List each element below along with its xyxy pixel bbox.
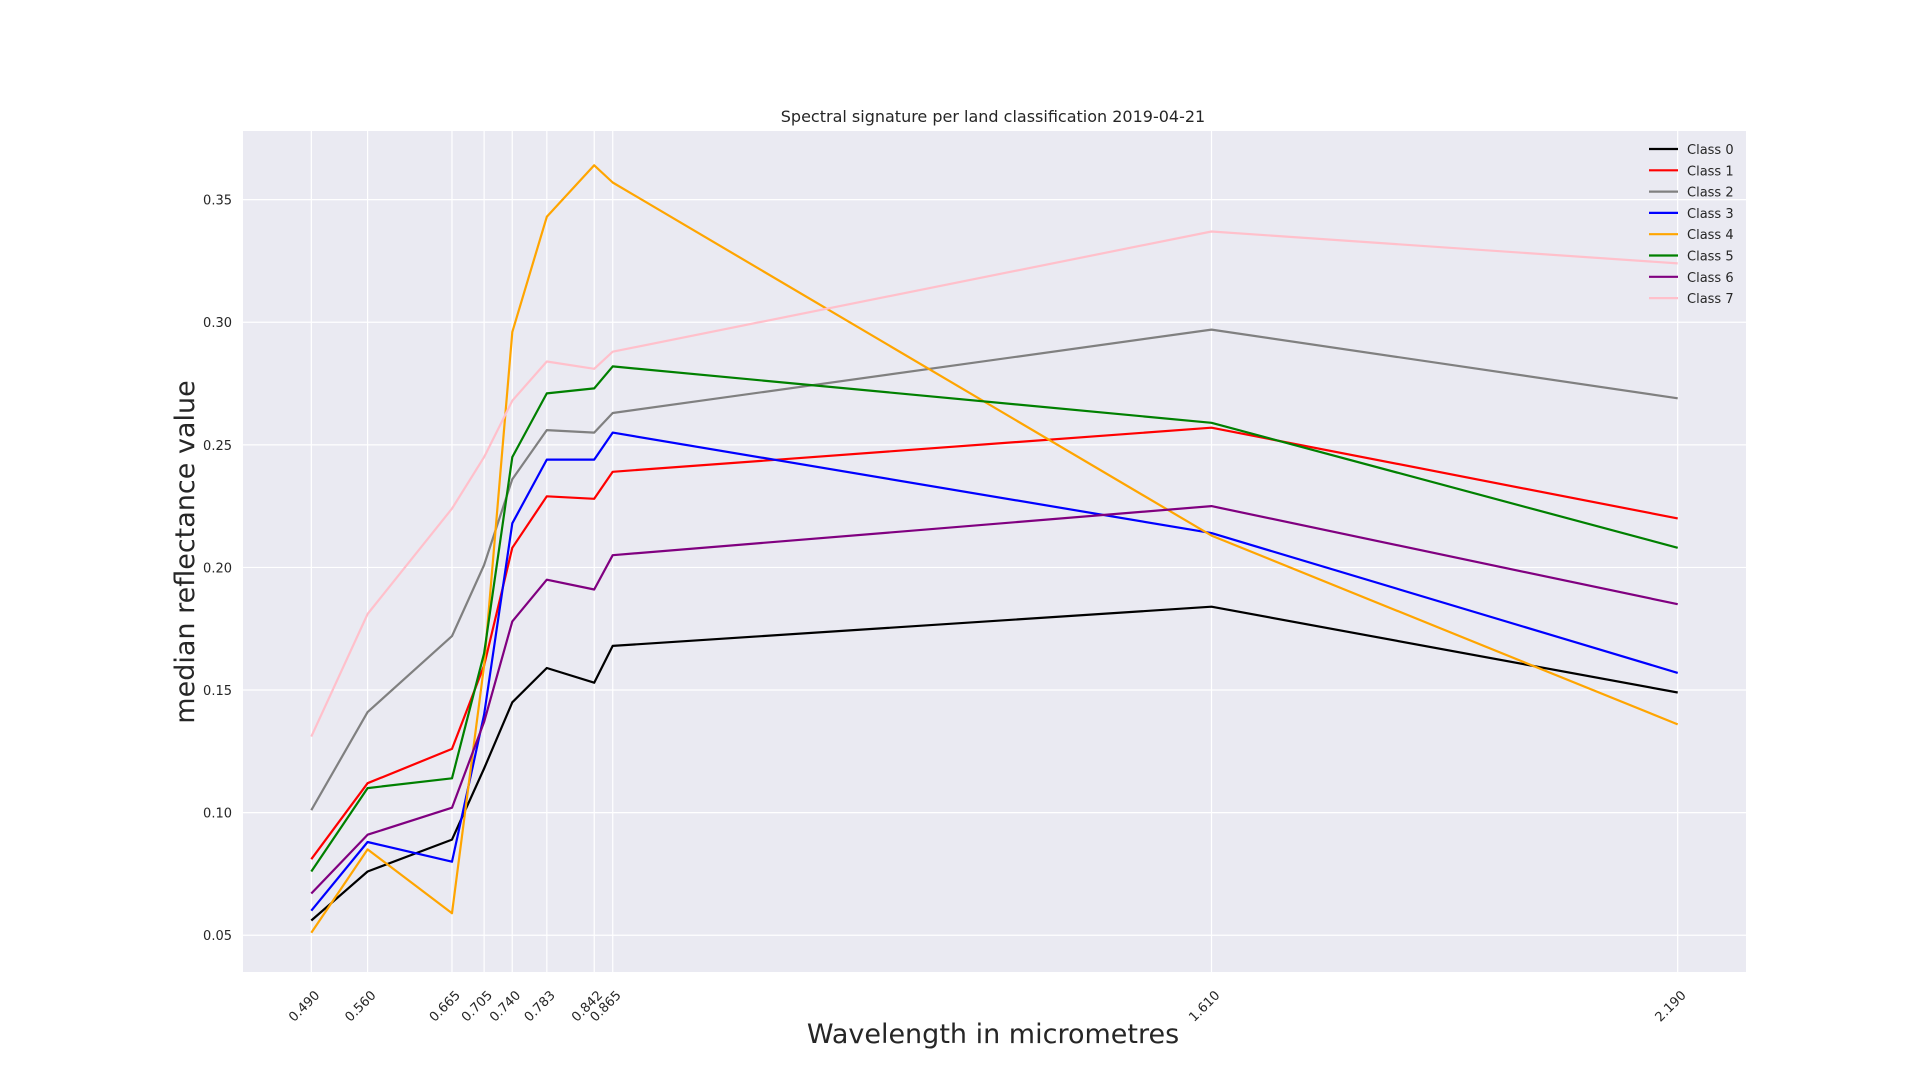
series-line-class-6 xyxy=(310,505,1678,895)
y-tick-label: 0.35 xyxy=(203,194,232,209)
x-tick-label: 2.190 xyxy=(1653,988,1690,1025)
x-tick-label: 0.705 xyxy=(459,988,496,1025)
series-line-class-0 xyxy=(310,605,1678,922)
series-line-class-5 xyxy=(310,365,1678,873)
legend-entry: Class 3 xyxy=(1687,207,1734,222)
legend-entry: Class 5 xyxy=(1687,250,1734,265)
x-tick-label: 0.665 xyxy=(427,988,464,1025)
chart-title: Spectral signature per land classificati… xyxy=(781,107,1205,126)
x-tick-label: 0.560 xyxy=(342,988,379,1025)
y-tick-labels: 0.05 0.10 0.15 0.20 0.25 0.30 0.35 xyxy=(203,194,232,945)
series-lines xyxy=(310,164,1679,934)
y-tick-label: 0.10 xyxy=(203,807,232,822)
y-tick-label: 0.30 xyxy=(203,316,232,331)
series-line-class-4 xyxy=(310,164,1679,934)
legend-entry: Class 2 xyxy=(1687,186,1734,201)
y-tick-label: 0.25 xyxy=(203,439,232,454)
legend: Class 0 Class 1 Class 2 Class 3 Class 4 Class… xyxy=(1649,143,1734,307)
plot-area xyxy=(243,131,1746,972)
legend-entry: Class 0 xyxy=(1687,143,1734,158)
legend-entry: Class 4 xyxy=(1687,228,1734,243)
y-tick-label: 0.20 xyxy=(203,561,232,576)
legend-entry: Class 7 xyxy=(1687,292,1734,307)
legend-entry: Class 6 xyxy=(1687,271,1734,286)
legend-entry: Class 1 xyxy=(1687,164,1734,179)
series-line-class-7 xyxy=(310,230,1678,738)
x-tick-label: 0.783 xyxy=(522,988,559,1025)
x-tick-label: 0.490 xyxy=(286,988,323,1025)
y-tick-label: 0.05 xyxy=(203,929,232,944)
y-axis-label: median reflectance value xyxy=(170,380,201,723)
grid xyxy=(243,131,1746,972)
x-axis-label: Wavelength in micrometres xyxy=(807,1019,1179,1050)
series-line-class-1 xyxy=(310,426,1678,860)
series-line-class-3 xyxy=(310,431,1679,912)
x-tick-label: 1.610 xyxy=(1186,988,1223,1025)
series-line-class-2 xyxy=(310,328,1678,811)
x-tick-label: 0.740 xyxy=(487,988,524,1025)
y-tick-label: 0.15 xyxy=(203,684,232,699)
